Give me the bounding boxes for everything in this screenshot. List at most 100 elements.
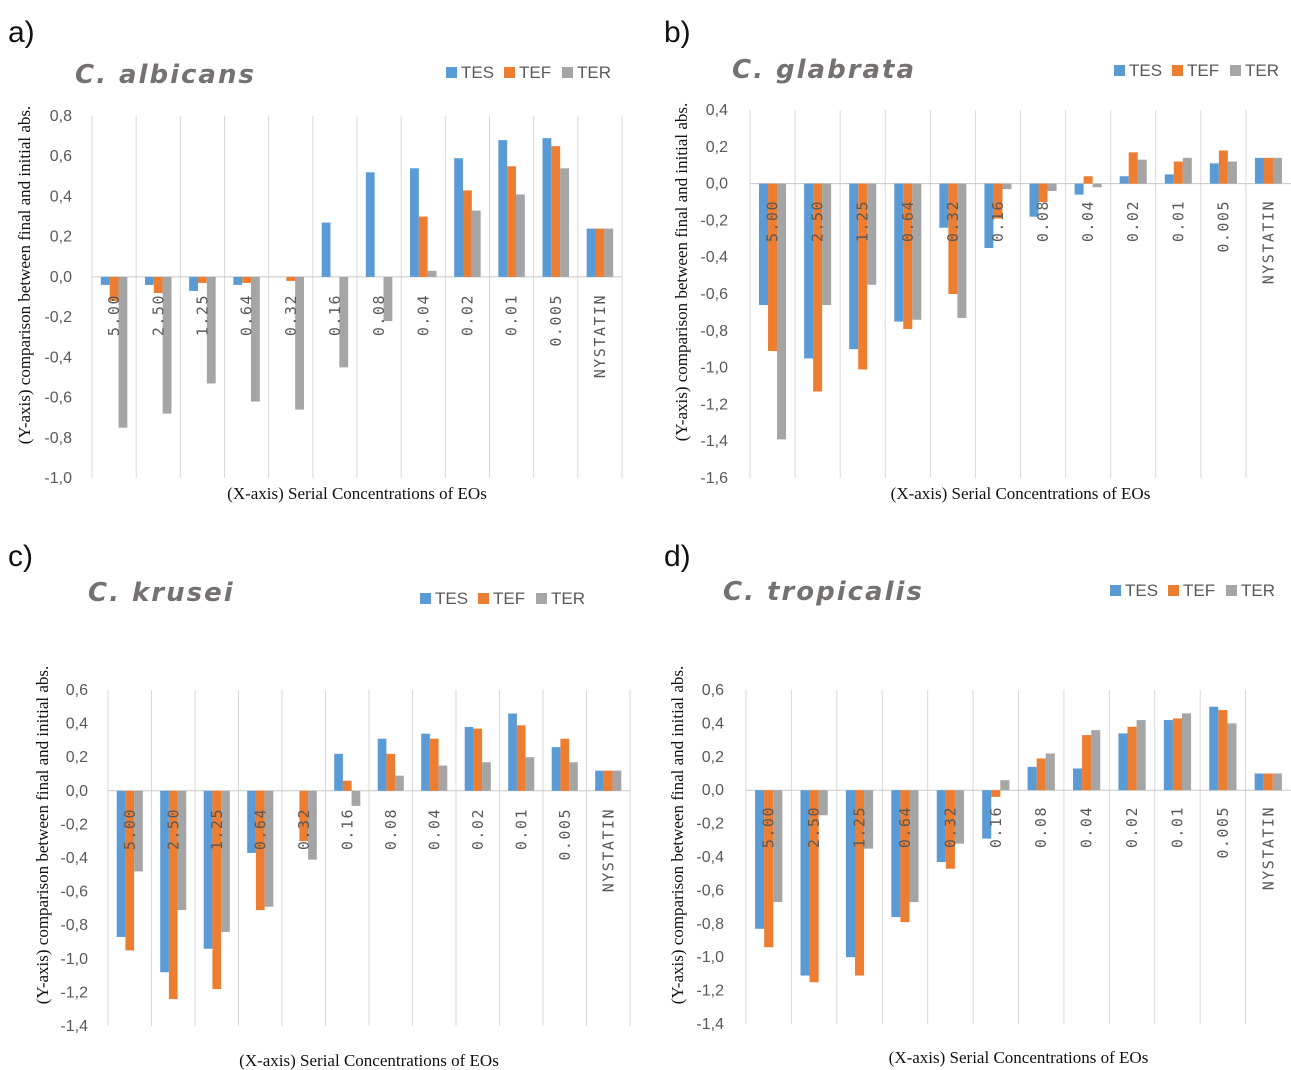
bar-tef-0.005	[1218, 710, 1228, 791]
bar-ter-0.32	[957, 183, 967, 318]
bar-tef-5.00	[764, 790, 774, 948]
chart-panel-3: c) C. krusei TES TEF TER 0,6 0,4 0,2 0,0 -0,2 -0,4…	[8, 540, 631, 1070]
bar-tef-1.25	[198, 276, 207, 283]
bar-tes-0.64	[233, 276, 243, 285]
x-category-label: 0.32	[295, 808, 313, 850]
x-category-label: 0.02	[1124, 200, 1142, 242]
bar-ter-1.25	[221, 790, 230, 932]
bar-tes-0.04	[1073, 768, 1083, 791]
bar-tes-0.16	[334, 753, 343, 791]
bar-ter-0.01	[525, 757, 535, 791]
bar-tef-2.50	[168, 790, 178, 1000]
bar-tes-0.005	[551, 747, 561, 791]
bar-tes-2.50	[804, 183, 814, 359]
bar-tef-0.32	[299, 790, 309, 842]
y-tick-label: 0,6	[702, 682, 724, 699]
y-tick-label: -1,0	[60, 951, 88, 968]
x-category-label: NYSTATIN	[1259, 806, 1277, 890]
legend-swatch-tef	[504, 67, 515, 78]
y-tick-label: -1,0	[44, 470, 72, 487]
legend-label-tes: TES	[1125, 581, 1158, 600]
bar-tef-nystatin	[603, 770, 613, 791]
legend-label-ter: TER	[577, 63, 611, 82]
x-category-label: 0.04	[425, 808, 443, 850]
chart-legend: TES TEF TER	[1110, 581, 1275, 600]
bar-ter-0.32	[954, 790, 964, 844]
bar-ter-0.16	[339, 276, 349, 368]
y-tick-label: -1,2	[696, 983, 724, 1000]
bar-ter-0.16	[1000, 780, 1010, 791]
bar-tes-5.00	[755, 790, 765, 929]
bar-ter-0.04	[427, 270, 437, 277]
bar-tef-nystatin	[1263, 773, 1273, 791]
bar-ter-0.01	[1182, 713, 1192, 791]
y-tick-label: -0,6	[700, 286, 728, 303]
bar-tef-0.64	[242, 276, 251, 283]
y-tick-label: -0,8	[44, 430, 72, 447]
y-tick-label: -0,4	[700, 249, 728, 266]
panel-letter: a)	[8, 16, 35, 49]
x-category-label: 2.50	[149, 294, 167, 336]
bar-ter-0.64	[912, 183, 922, 320]
bar-tes-2.50	[160, 790, 169, 973]
bar-tes-0.08	[377, 738, 387, 791]
legend-swatch-ter	[1226, 585, 1237, 596]
bar-ter-2.50	[177, 790, 187, 911]
panel-letter: b)	[664, 16, 691, 49]
bar-ter-0.64	[251, 276, 260, 402]
x-category-label: 0.005	[1214, 806, 1232, 859]
bar-tes-nystatin	[1254, 773, 1264, 791]
bar-ter-1.25	[867, 183, 877, 285]
y-axis-title: (Y-axis) comparison between final and in…	[15, 106, 34, 444]
legend-swatch-tes	[420, 593, 431, 604]
x-category-label: 0.08	[370, 294, 388, 336]
bar-tef-0.005	[560, 738, 570, 791]
bar-ter-0.005	[569, 762, 578, 791]
bar-ter-0.08	[383, 276, 393, 322]
bar-tes-5.00	[100, 276, 110, 285]
x-category-label: 0.005	[1214, 200, 1232, 253]
y-tick-label: 0,2	[706, 139, 728, 156]
bar-tes-0.02	[1119, 176, 1129, 184]
x-category-label: 0.01	[1168, 806, 1186, 848]
bar-tef-2.50	[813, 183, 823, 392]
bar-tef-0.02	[1127, 726, 1137, 791]
bar-tes-5.00	[759, 183, 769, 306]
bar-tes-0.16	[984, 183, 994, 248]
y-tick-label: 0,0	[706, 176, 728, 193]
legend-swatch-ter	[1230, 65, 1241, 76]
x-category-label: 0.08	[382, 808, 400, 850]
bar-tes-0.64	[891, 790, 901, 918]
bar-tef-0.08	[1038, 183, 1048, 202]
y-tick-label: 0,0	[50, 269, 72, 286]
y-tick-label: 0,4	[702, 715, 724, 732]
y-tick-label: 0,2	[66, 749, 88, 766]
y-tick-label: -0,4	[44, 349, 72, 366]
y-tick-label: 0,2	[702, 749, 724, 766]
legend-swatch-ter	[536, 593, 547, 604]
bar-ter-0.32	[295, 276, 304, 410]
y-tick-label: 0,0	[66, 783, 88, 800]
bar-ter-nystatin	[1272, 773, 1282, 791]
x-category-label: 0.005	[547, 294, 565, 347]
legend-swatch-ter	[562, 67, 573, 78]
bar-tef-0.32	[286, 276, 296, 281]
legend-label-tes: TES	[435, 589, 468, 608]
bar-ter-0.08	[1047, 183, 1057, 191]
bar-ter-2.50	[818, 790, 828, 816]
y-axis-title: (Y-axis) comparison between final and in…	[33, 666, 52, 1004]
y-tick-label: -0,8	[60, 917, 88, 934]
x-category-label: 0.01	[1169, 200, 1187, 242]
legend-label-tes: TES	[461, 63, 494, 82]
bar-ter-0.02	[1136, 720, 1146, 791]
bar-ter-0.01	[516, 194, 525, 277]
bar-tes-1.25	[203, 790, 213, 949]
y-tick-label: -1,4	[696, 1016, 724, 1033]
chart-title: C. tropicalis	[723, 577, 924, 607]
chart-panel-4: d) C. tropicalis TES TEF TER 0,6 0,4 0,2 0,0 -0,2…	[664, 540, 1291, 1067]
bar-tef-5.00	[109, 276, 119, 302]
bar-tef-0.64	[900, 790, 910, 923]
bar-tef-0.04	[1082, 735, 1092, 791]
bar-tef-0.02	[463, 190, 472, 277]
